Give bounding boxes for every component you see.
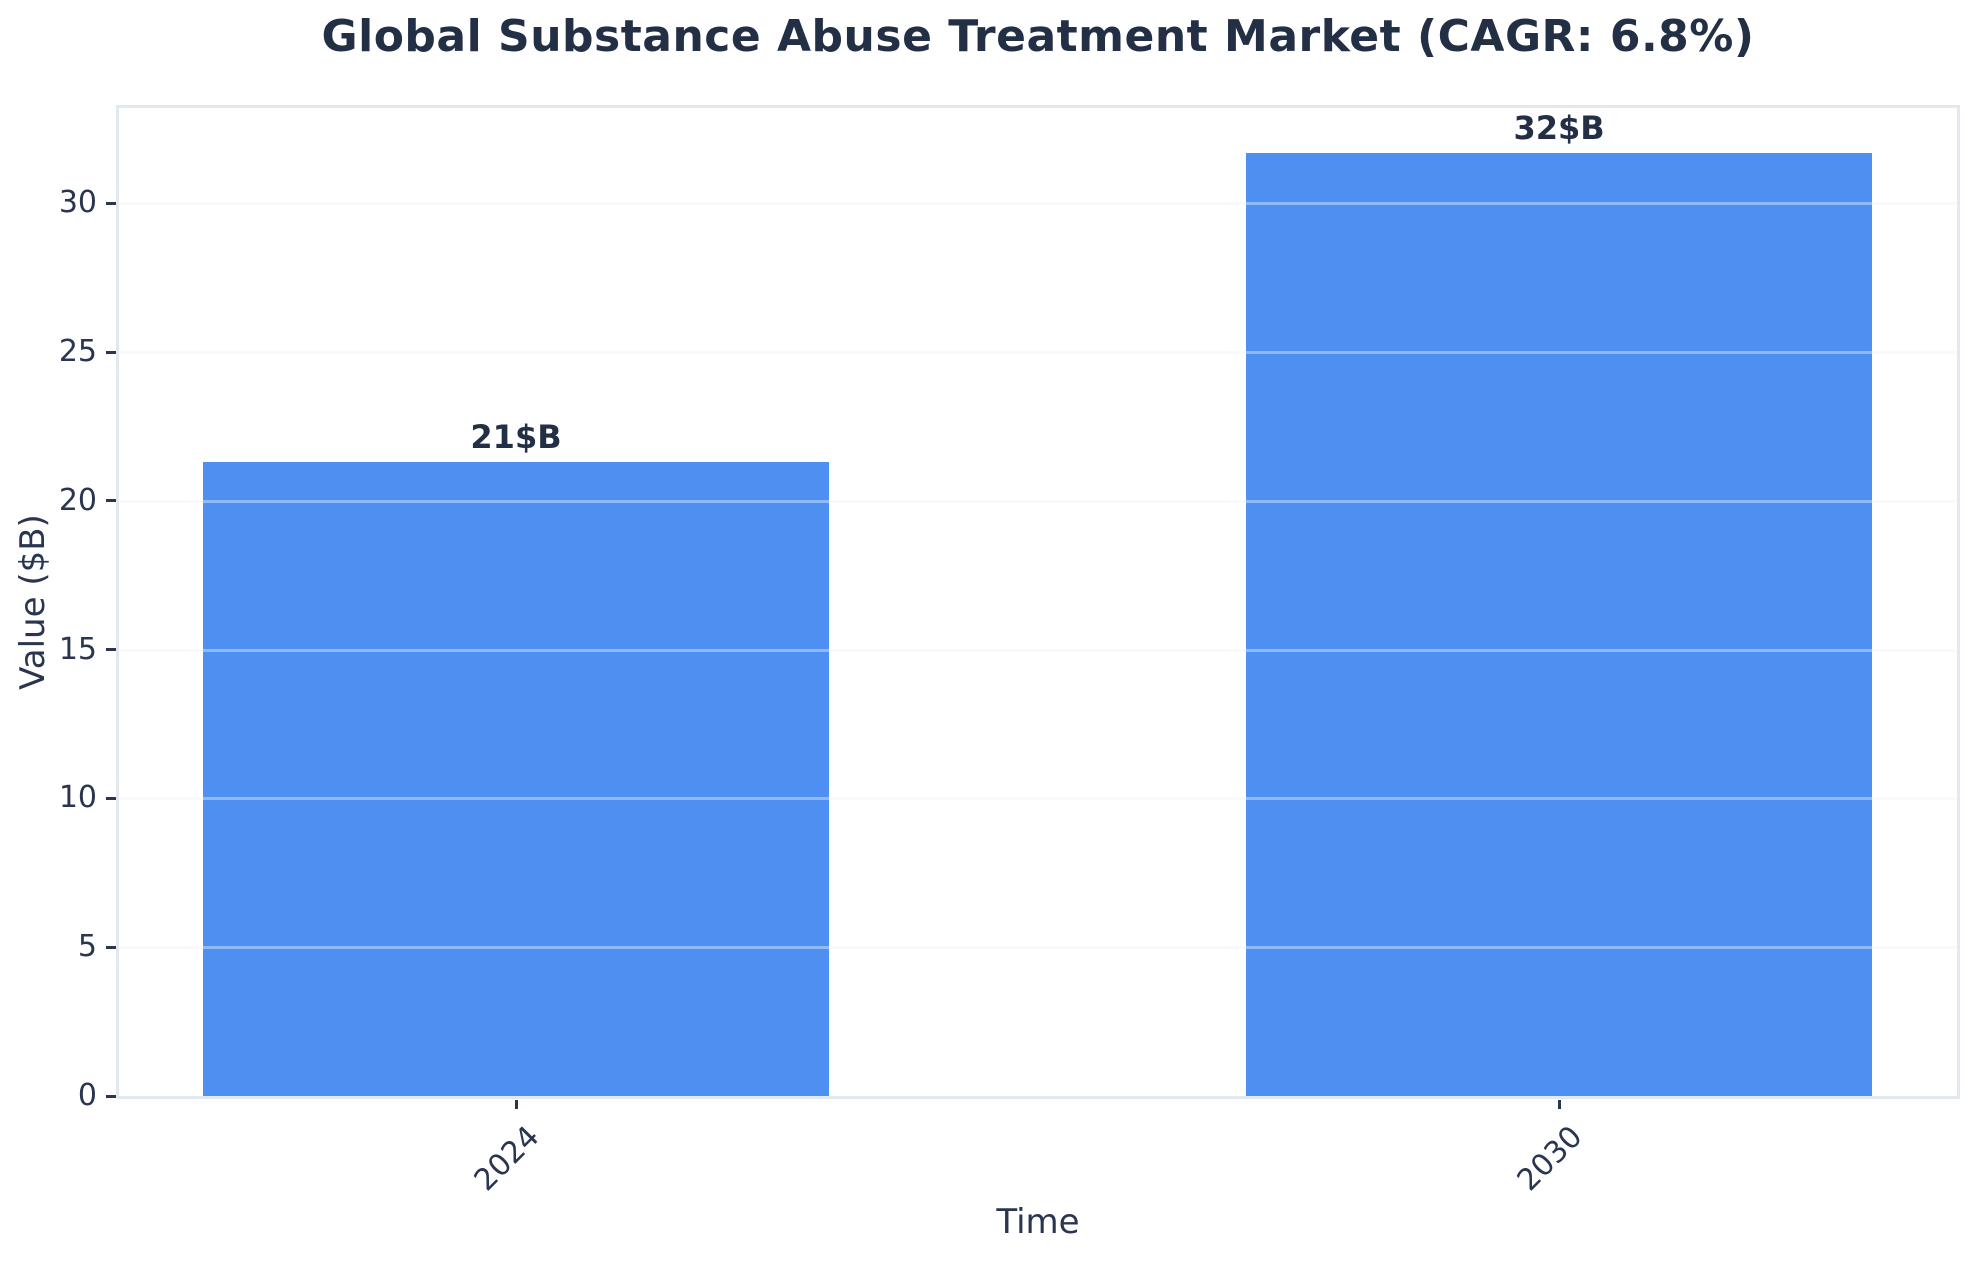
x-tick-label: 2024 xyxy=(467,1119,547,1199)
gridline xyxy=(119,946,1957,950)
y-tick-label: 25 xyxy=(58,334,97,370)
gridline xyxy=(119,797,1957,801)
gridline-highlight xyxy=(119,797,1957,801)
y-tick-label: 15 xyxy=(58,631,97,667)
gridline-highlight xyxy=(119,946,1957,950)
y-tick-label: 30 xyxy=(58,185,97,221)
plot-area xyxy=(119,108,1957,1096)
bar xyxy=(202,462,829,1096)
gridline xyxy=(119,351,1957,355)
y-tick-mark xyxy=(106,350,116,354)
y-tick-mark xyxy=(106,499,116,503)
bar-value-label: 32$B xyxy=(1513,108,1605,147)
x-tick-label: 2030 xyxy=(1510,1119,1590,1199)
y-tick-mark xyxy=(106,796,116,800)
x-tick-mark xyxy=(1557,1100,1561,1109)
y-tick-mark xyxy=(106,648,116,652)
x-axis-label: Time xyxy=(996,1202,1080,1242)
y-tick-mark xyxy=(106,945,116,949)
gridline-highlight xyxy=(119,648,1957,652)
x-tick-mark xyxy=(514,1100,518,1109)
bar-value-label: 21$B xyxy=(470,418,562,457)
gridline xyxy=(119,648,1957,652)
gridline-highlight xyxy=(119,499,1957,503)
bar xyxy=(1246,152,1873,1096)
y-tick-label: 20 xyxy=(58,482,97,518)
y-axis-label: Value ($B) xyxy=(13,514,53,690)
gridline xyxy=(119,202,1957,206)
gridline xyxy=(119,499,1957,503)
y-tick-label: 0 xyxy=(77,1078,97,1113)
y-tick-mark xyxy=(106,201,116,205)
chart-title: Global Substance Abuse Treatment Market … xyxy=(321,11,1755,62)
gridline-highlight xyxy=(119,202,1957,206)
gridline-highlight xyxy=(119,351,1957,355)
y-tick-label: 10 xyxy=(58,780,97,816)
y-tick-label: 5 xyxy=(77,929,97,965)
y-tick-mark xyxy=(106,1094,116,1098)
